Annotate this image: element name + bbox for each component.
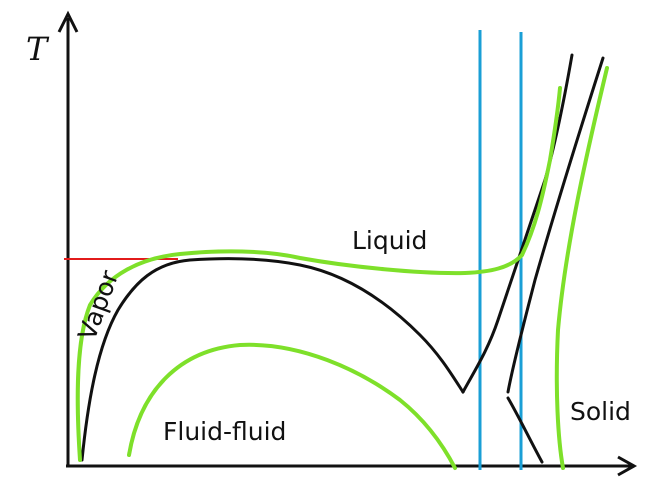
- y-axis-arrowhead: [57, 10, 79, 33]
- x-axis-arrowhead: [617, 455, 638, 477]
- label-solid: Solid: [570, 397, 631, 426]
- black-coexistence-curve: [80, 257, 465, 462]
- black-melting-line: [506, 56, 605, 394]
- black-freezing-line: [461, 53, 574, 394]
- green-vapor-liquid-curve: [75, 249, 524, 462]
- label-liquid: Liquid: [352, 226, 427, 255]
- black-curves: [80, 53, 605, 464]
- green-freezing-line: [520, 86, 562, 257]
- green-fluid-fluid-dome: [127, 342, 457, 470]
- y-axis-label: T: [26, 30, 50, 68]
- black-solid-branch: [506, 396, 544, 464]
- label-fluid-fluid: Fluid-fluid: [163, 417, 286, 446]
- axes: T: [26, 10, 638, 477]
- label-vapor: Vapor: [72, 266, 124, 344]
- green-curves: [75, 66, 609, 470]
- green-melting-line: [554, 66, 609, 470]
